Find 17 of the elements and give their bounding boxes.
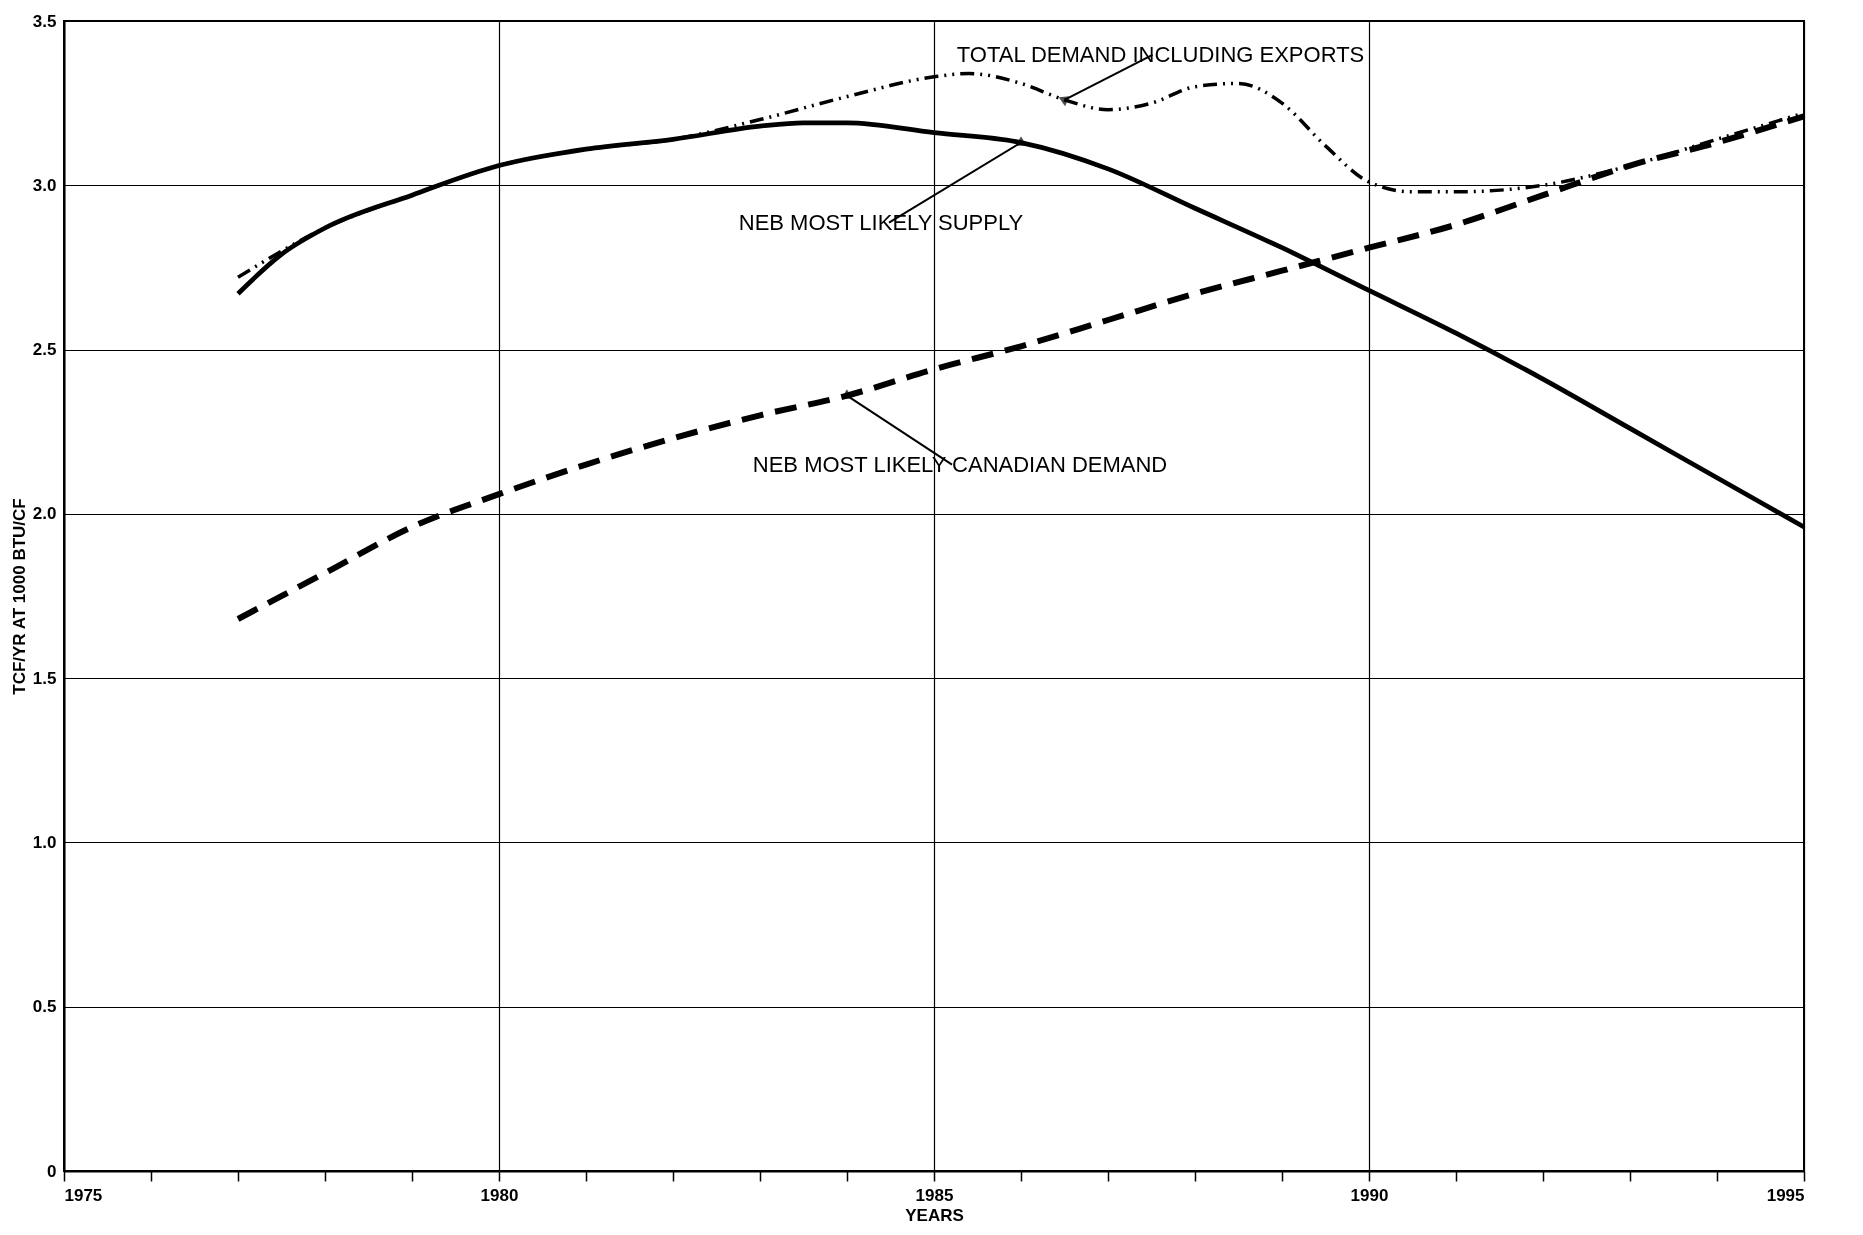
- y-tick-label: 0: [47, 1161, 57, 1181]
- y-axis-title: TCF/YR AT 1000 BTU/CF: [9, 498, 29, 695]
- x-tick-label: 1995: [1766, 1185, 1805, 1205]
- y-tick-label: 1.0: [32, 832, 57, 852]
- y-tick-label: 1.5: [32, 668, 57, 688]
- y-tick-label: 3.0: [32, 175, 57, 195]
- y-tick-label: 0.5: [32, 997, 57, 1017]
- text: NEB MOST LIKELY SUPPLY: [738, 209, 1024, 235]
- x-tick-label: 1985: [915, 1185, 954, 1205]
- x-tick-label: 1975: [64, 1185, 103, 1205]
- series-label: TOTAL DEMAND INCLUDING EXPORTS: [956, 41, 1365, 67]
- x-tick-label: 1980: [480, 1185, 519, 1205]
- x-axis-title: YEARS: [905, 1205, 964, 1225]
- y-tick-label: 3.5: [32, 11, 57, 31]
- x-tick-label: 1990: [1350, 1185, 1389, 1205]
- y-tick-label: 2.5: [32, 340, 57, 360]
- y-tick-label: 2.0: [32, 504, 57, 524]
